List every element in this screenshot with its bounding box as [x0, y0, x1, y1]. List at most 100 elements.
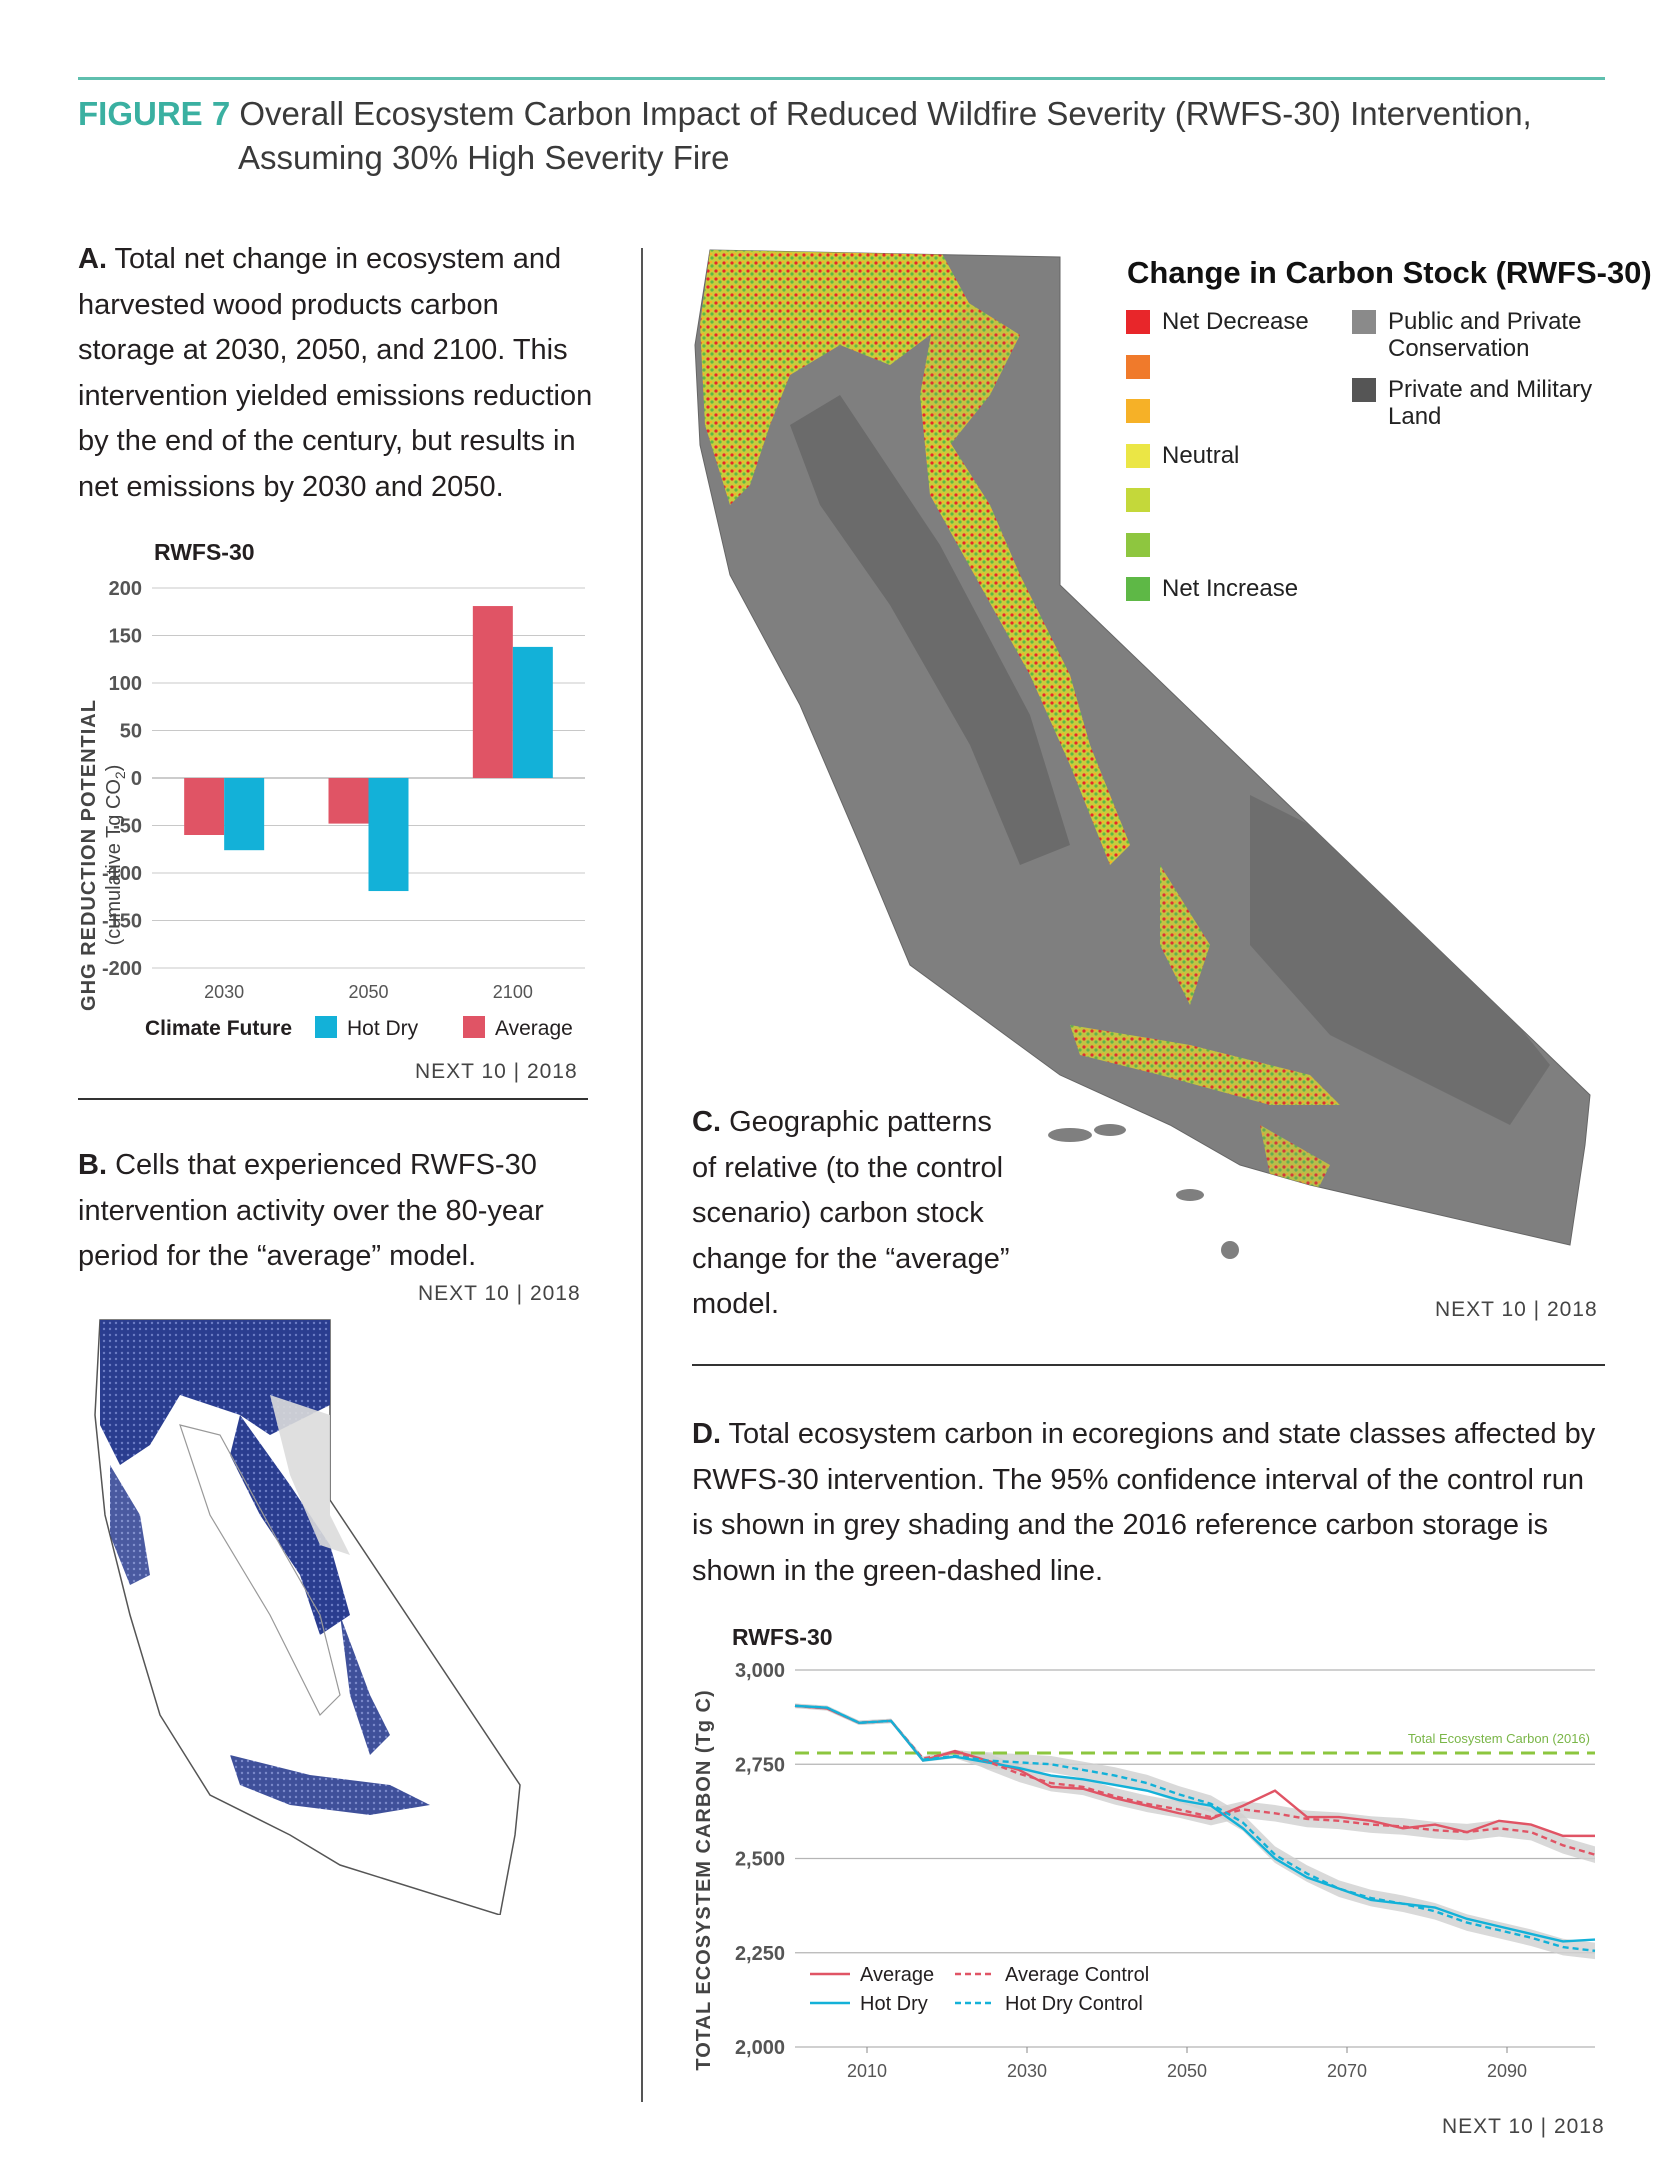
panel-a-caption: A. Total net change in ecosystem and har… [78, 237, 598, 510]
panel-c-caption: C. Geographic patterns of relative (to t… [692, 1100, 1022, 1328]
panel-b-text: Cells that experienced RWFS-30 intervent… [78, 1149, 544, 1272]
channel-islands [1048, 1124, 1239, 1259]
reference-line: Total Ecosystem Carbon (2016) [795, 1731, 1595, 1755]
panel-a-credit: NEXT 10 | 2018 [415, 1060, 578, 1083]
bar-chart-y-sublabel: (cumulative Tg CO2) [103, 765, 128, 946]
column-divider [641, 248, 643, 2102]
bar-y-tick-label: 0 [131, 768, 142, 790]
bar-legend-label: Hot Dry [347, 1017, 419, 1040]
bar-hot-dry-2050 [368, 778, 409, 892]
land-class-legend-label: Public and Private Conservation [1388, 308, 1582, 362]
panel-d-letter: D. [692, 1418, 721, 1450]
line-legend-label: Average Control [1005, 1964, 1149, 1986]
panel-b-credit: NEXT 10 | 2018 [418, 1282, 581, 1305]
line-x-tick-label: 2070 [1327, 2061, 1367, 2081]
bar-y-tick-label: 100 [109, 673, 142, 695]
bar-x-tick-label: 2100 [493, 982, 533, 1002]
panel-c-rule [692, 1364, 1605, 1366]
bar-y-tick-label: -100 [102, 863, 142, 885]
carbon-legend-label: Neutral [1162, 441, 1240, 469]
land-class-legend: Public and Private Conservation Private a… [1352, 308, 1612, 448]
panel-d-credit: NEXT 10 | 2018 [1442, 2115, 1605, 2138]
bar-chart-y-label: GHG REDUCTION POTENTIAL [78, 699, 100, 1011]
top-rule [78, 77, 1605, 80]
line-legend-label: Hot Dry Control [1005, 1993, 1143, 2015]
bar-chart: RWFS-30 200 150 100 50 0 -50 -100 -150 -200 2030… [78, 539, 585, 1040]
line-chart-y-label: TOTAL ECOSYSTEM CARBON (Tg C) [693, 1689, 715, 2070]
bar-legend-swatch [315, 1016, 337, 1038]
bar-x-tick-label: 2050 [348, 982, 388, 1002]
line-y-tick-label: 2,500 [735, 1849, 785, 1871]
figure-title: FIGURE 7 Overall Ecosystem Carbon Impact… [78, 92, 1578, 180]
panel-d-text: Total ecosystem carbon in ecoregions and… [692, 1418, 1596, 1587]
line-chart-series [794, 1704, 1596, 1953]
carbon-legend-swatch [1126, 399, 1150, 423]
land-class-legend-label: Private and Military Land [1388, 376, 1593, 430]
carbon-legend-swatch [1126, 532, 1150, 557]
california-carbon-map [694, 249, 1591, 1259]
line-chart: RWFS-30 Total Ecosystem Carbon (2016) 3,… [693, 1624, 1596, 2081]
bar-y-tick-label: -150 [102, 911, 142, 933]
carbon-legend-title: Change in Carbon Stock (RWFS-30) [1127, 255, 1652, 290]
carbon-legend-swatch [1126, 577, 1150, 601]
bar-chart-legend: Climate Future Hot Dry Average [145, 1016, 573, 1040]
california-intervention-map [94, 1319, 521, 1915]
bar-chart-y-ticks: 200 150 100 50 0 -50 -100 -150 -200 [102, 578, 142, 980]
bar-y-tick-label: -200 [102, 958, 142, 980]
bar-y-tick-label: 200 [109, 578, 142, 600]
carbon-legend-label: Net Decrease [1162, 308, 1309, 335]
bar-average-2100 [472, 606, 513, 778]
series-line-average [794, 1704, 1595, 1838]
series-line-hot-dry-control [794, 1704, 1596, 1953]
bar-legend-title: Climate Future [145, 1017, 292, 1040]
land-class-legend-swatch [1352, 310, 1376, 334]
carbon-change-cells [700, 250, 1550, 1205]
bar-y-tick-label: -50 [113, 816, 142, 838]
bar-y-tick-label: 150 [109, 626, 142, 648]
panel-b-letter: B. [78, 1149, 107, 1181]
land-class-legend-swatch [1352, 378, 1376, 402]
panel-b-caption: B. Cells that experienced RWFS-30 interv… [78, 1143, 618, 1280]
panel-a-text: Total net change in ecosystem and harves… [78, 243, 593, 503]
line-y-tick-label: 2,750 [735, 1754, 785, 1776]
line-chart-title: RWFS-30 [732, 1624, 833, 1650]
line-x-tick-label: 2050 [1167, 2061, 1207, 2081]
reference-line-label: Total Ecosystem Carbon (2016) [1408, 1731, 1590, 1746]
line-x-tick-label: 2010 [847, 2061, 887, 2081]
carbon-legend-swatch [1126, 354, 1150, 379]
control-confidence-band [795, 1703, 1595, 1864]
line-legend-label: Hot Dry [860, 1993, 928, 2015]
line-chart-legend: Average Hot Dry Average Control Hot Dry Con… [810, 1964, 1149, 2015]
bar-chart-x-ticks: 2030 2050 2100 [204, 982, 533, 1002]
bar-average-2030 [184, 778, 225, 835]
series-line-average-control [794, 1704, 1596, 1856]
panel-d-caption: D. Total ecosystem carbon in ecoregions … [692, 1412, 1612, 1594]
figure-title-line1: Overall Ecosystem Carbon Impact of Reduc… [239, 95, 1532, 132]
bar-legend-label: Average [495, 1017, 573, 1040]
line-chart-x-ticks: 2010 2030 2050 2070 2090 [847, 2047, 1527, 2081]
bar-y-tick-label: 50 [120, 721, 142, 743]
line-y-tick-label: 2,000 [735, 2037, 785, 2059]
bar-hot-dry-2030 [224, 778, 265, 851]
panel-c-credit: NEXT 10 | 2018 [1435, 1298, 1598, 1321]
carbon-legend-swatch [1126, 443, 1150, 468]
state-outline [94, 1319, 521, 1915]
bar-average-2050 [328, 778, 369, 824]
line-chart-y-ticks: 3,000 2,750 2,500 2,250 2,000 [735, 1660, 785, 2059]
bar-x-tick-label: 2030 [204, 982, 244, 1002]
figure-title-line2: Assuming 30% High Severity Fire [238, 139, 730, 176]
confidence-band [795, 1703, 1595, 1960]
bar-legend-swatch [463, 1016, 485, 1038]
bar-hot-dry-2100 [512, 646, 553, 778]
bar-chart-title: RWFS-30 [154, 539, 255, 565]
panel-c-letter: C. [692, 1106, 721, 1138]
line-legend-label: Average [860, 1964, 934, 1986]
intervention-cells [100, 1320, 430, 1815]
line-x-tick-label: 2090 [1487, 2061, 1527, 2081]
panel-a-rule [78, 1098, 588, 1100]
carbon-legend-swatch [1126, 310, 1150, 334]
line-x-tick-label: 2030 [1007, 2061, 1047, 2081]
line-chart-grid [795, 1669, 1595, 2048]
carbon-legend: Net Decrease Neutral Net Increase [1126, 308, 1326, 608]
central-valley-outline [179, 1424, 341, 1717]
